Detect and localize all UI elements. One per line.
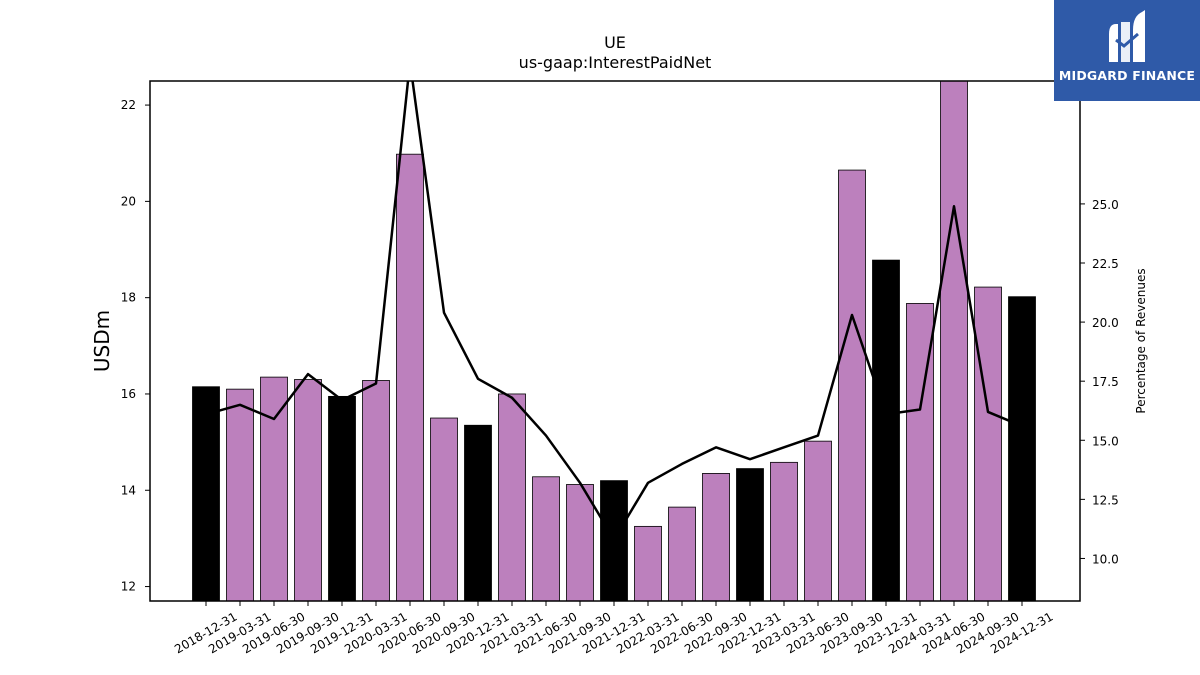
- logo-mark-icon: [1109, 10, 1145, 62]
- y-axis-label-left: USDm: [90, 310, 114, 372]
- bar-2020-09-30: [430, 417, 458, 601]
- bar-2024-06-30: [940, 81, 968, 601]
- bar-2021-09-30: [566, 484, 594, 601]
- y-tick-label-left: 22: [121, 98, 136, 112]
- chart-subtitle: us-gaap:InterestPaidNet: [519, 53, 712, 72]
- y-tick-label-left: 20: [121, 194, 136, 208]
- bar-2022-09-30: [702, 473, 730, 601]
- bar-2021-03-31: [498, 393, 526, 601]
- bar-2018-12-31: [192, 386, 220, 601]
- chart-title: UE: [604, 33, 626, 52]
- y-tick-label-left: 12: [121, 580, 136, 594]
- y-axis-label-right: Percentage of Revenues: [1134, 268, 1148, 413]
- bar-2023-03-31: [770, 461, 798, 601]
- bar-series: [192, 81, 1036, 601]
- x-axis: 2018-12-312019-03-312019-06-302019-09-30…: [172, 601, 1056, 656]
- y-axis-left: 12 14 16 18 20 22: [121, 98, 150, 594]
- bar-2019-06-30: [260, 376, 288, 601]
- bar-2022-06-30: [668, 506, 696, 601]
- bar-2023-09-30: [838, 169, 866, 601]
- y-tick-label-right: 25.0: [1092, 198, 1119, 212]
- y-tick-label-right: 10.0: [1092, 552, 1119, 566]
- y-tick-label-right: 15.0: [1092, 434, 1119, 448]
- midgard-finance-logo: MIDGARD FINANCE: [1054, 0, 1200, 101]
- bar-2024-09-30: [974, 286, 1002, 601]
- y-tick-label-left: 16: [121, 387, 136, 401]
- plot-frame: [149, 80, 1081, 602]
- bar-2022-03-31: [634, 525, 662, 601]
- bar-2023-12-31: [872, 259, 900, 601]
- bar-2020-06-30: [396, 153, 424, 601]
- y-tick-label-right: 20.0: [1092, 316, 1119, 330]
- y-tick-label-right: 17.5: [1092, 375, 1119, 389]
- logo-text: MIDGARD FINANCE: [1058, 68, 1196, 83]
- bar-2019-03-31: [226, 388, 254, 601]
- y-tick-label-left: 18: [121, 291, 136, 305]
- bar-2020-12-31: [464, 424, 492, 601]
- bar-2020-03-31: [362, 380, 390, 601]
- bar-2021-12-31: [600, 480, 628, 601]
- y-tick-label-right: 12.5: [1092, 493, 1119, 507]
- bar-2019-12-31: [328, 395, 356, 601]
- y-tick-label-right: 22.5: [1092, 257, 1119, 271]
- y-tick-label-left: 14: [121, 483, 136, 497]
- bar-2019-09-30: [294, 379, 322, 601]
- y-axis-right: 10.0 12.5 15.0 17.5 20.0 22.5 25.0: [1080, 198, 1119, 566]
- bar-2022-12-31: [736, 468, 764, 601]
- revenue-percentage-line-series: [205, 81, 1023, 541]
- bar-2023-06-30: [804, 440, 832, 601]
- bar-2021-06-30: [532, 476, 560, 601]
- bar-2024-12-31: [1008, 296, 1036, 601]
- revenue-percentage-line: [205, 81, 1023, 541]
